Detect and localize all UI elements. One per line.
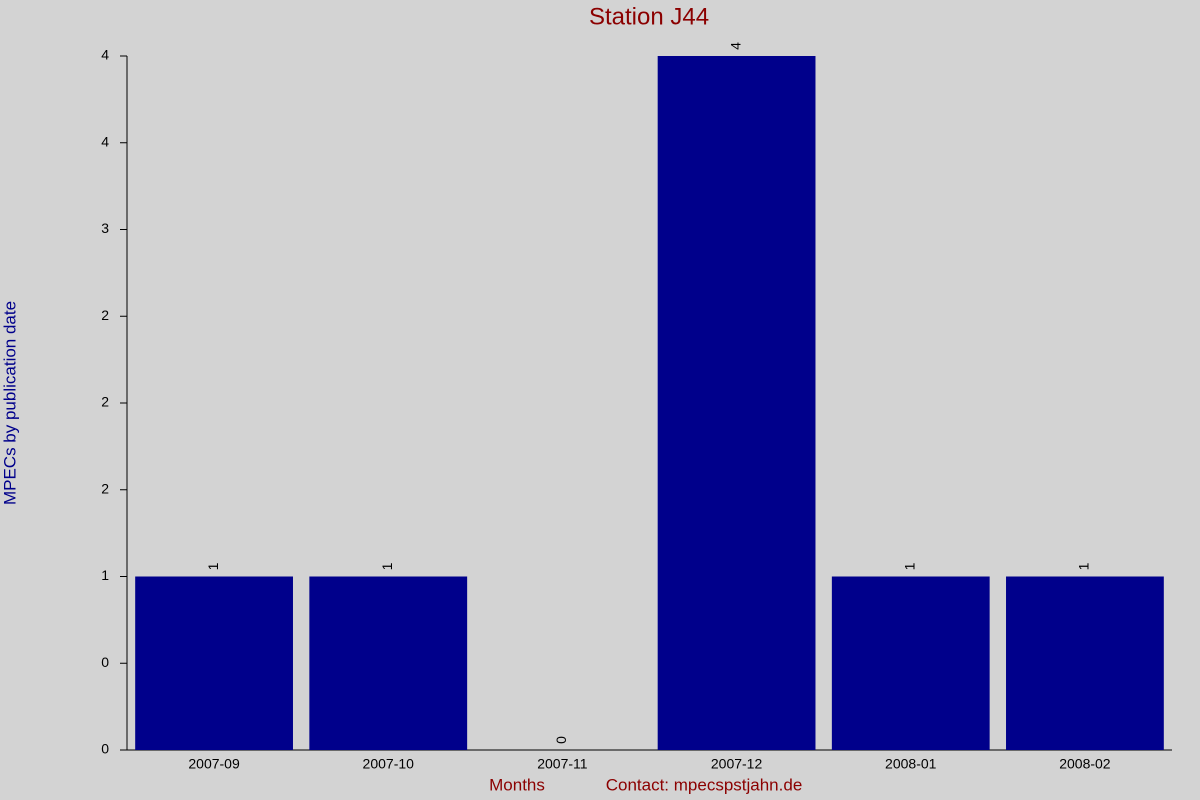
x-tick-label: 2007-10 [363, 756, 415, 772]
x-tick-label: 2007-12 [711, 756, 763, 772]
value-label: 1 [205, 562, 221, 570]
bar [135, 576, 293, 750]
y-tick-label: 2 [101, 480, 109, 496]
bar [657, 56, 816, 750]
y-axis-label: MPECs by publication date [0, 301, 19, 505]
y-tick-label: 0 [101, 654, 109, 670]
y-tick-label: 2 [101, 394, 109, 410]
value-label: 0 [553, 736, 569, 744]
y-tick-label: 2 [101, 307, 109, 323]
x-tick-label: 2007-11 [537, 756, 588, 772]
x-tick-label: 2007-09 [188, 756, 240, 772]
y-tick-label: 4 [101, 133, 109, 149]
x-tick-label: 2008-01 [885, 756, 937, 772]
bar [1006, 576, 1164, 750]
y-tick-label: 0 [101, 741, 109, 757]
contact-note: Contact: mpecspstjahn.de [606, 775, 803, 794]
bar [309, 576, 468, 750]
x-axis-label: Months [489, 775, 545, 794]
y-tick-label: 4 [101, 47, 109, 63]
y-tick-label: 3 [101, 220, 109, 236]
chart-title: Station J44 [589, 3, 709, 30]
value-label: 1 [1076, 562, 1092, 570]
x-tick-label: 2008-02 [1059, 756, 1111, 772]
value-label: 4 [727, 42, 743, 50]
y-tick-label: 1 [101, 567, 109, 583]
value-label: 1 [901, 562, 917, 570]
bar [831, 576, 990, 750]
value-label: 1 [379, 562, 395, 570]
